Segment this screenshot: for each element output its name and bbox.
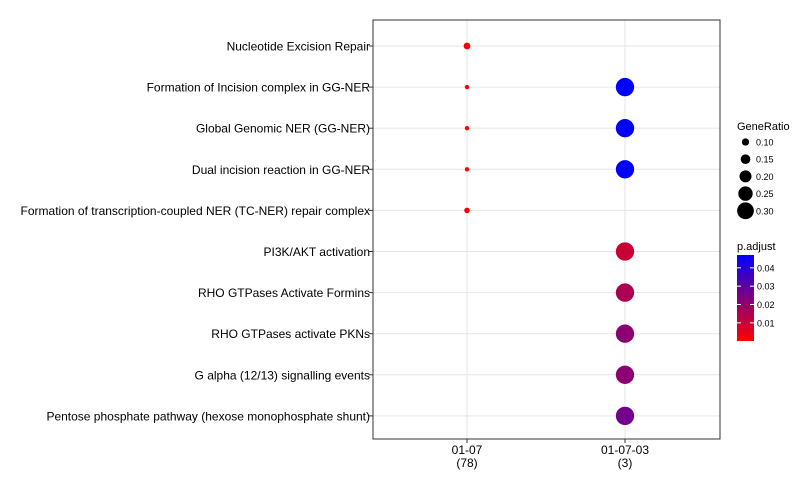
data-point [615,77,635,97]
x-tick-count: (3) [618,456,633,470]
size-legend-label: 0.25 [756,189,774,199]
size-legend-key [739,170,752,183]
size-legend-key [737,202,754,220]
color-legend-label: 0.02 [757,300,775,310]
data-point [615,283,635,302]
y-tick-label: Global Genomic NER (GG-NER) [196,122,370,136]
plot-panel-border [372,19,721,440]
x-tick-label: 01-07-03 [601,443,649,457]
size-legend-key [741,138,750,146]
data-point [463,42,471,50]
y-tick-label: RHO GTPases activate PKNs [211,327,370,341]
y-tick-label: Nucleotide Excision Repair [227,40,370,54]
size-legend-label: 0.10 [756,138,774,148]
color-legend-bar [737,255,754,341]
x-tick-label: 01-07 [452,443,483,457]
data-point [464,126,470,131]
x-tick-count: (78) [456,456,477,470]
size-legend-label: 0.15 [756,155,774,165]
y-tick-label: Pentose phosphate pathway (hexose monoph… [46,409,370,423]
data-point [464,84,470,90]
y-tick-label: Dual incision reaction in GG-NER [192,163,370,177]
y-tick-label: RHO GTPases Activate Formins [198,286,370,300]
data-point [464,167,470,172]
data-point [464,207,470,214]
color-legend-label: 0.01 [757,318,775,328]
size-legend-label: 0.30 [756,206,774,216]
data-point [615,119,635,138]
color-legend-label: 0.03 [757,282,775,292]
size-legend-key [740,154,751,165]
data-point [615,324,635,343]
data-point [615,242,635,261]
data-point [615,160,635,179]
color-legend-label: 0.04 [757,263,775,273]
data-point [615,406,635,426]
y-tick-label: G alpha (12/13) signalling events [195,368,370,382]
size-legend-title: GeneRatio [737,121,790,133]
color-legend-title: p.adjust [737,241,776,253]
size-legend-label: 0.20 [756,172,774,182]
y-tick-label: Formation of transcription-coupled NER (… [21,204,370,218]
size-legend-key [738,186,753,201]
y-tick-label: PI3K/AKT activation [264,245,371,259]
data-point [615,365,635,384]
y-tick-label: Formation of Incision complex in GG-NER [147,81,371,95]
